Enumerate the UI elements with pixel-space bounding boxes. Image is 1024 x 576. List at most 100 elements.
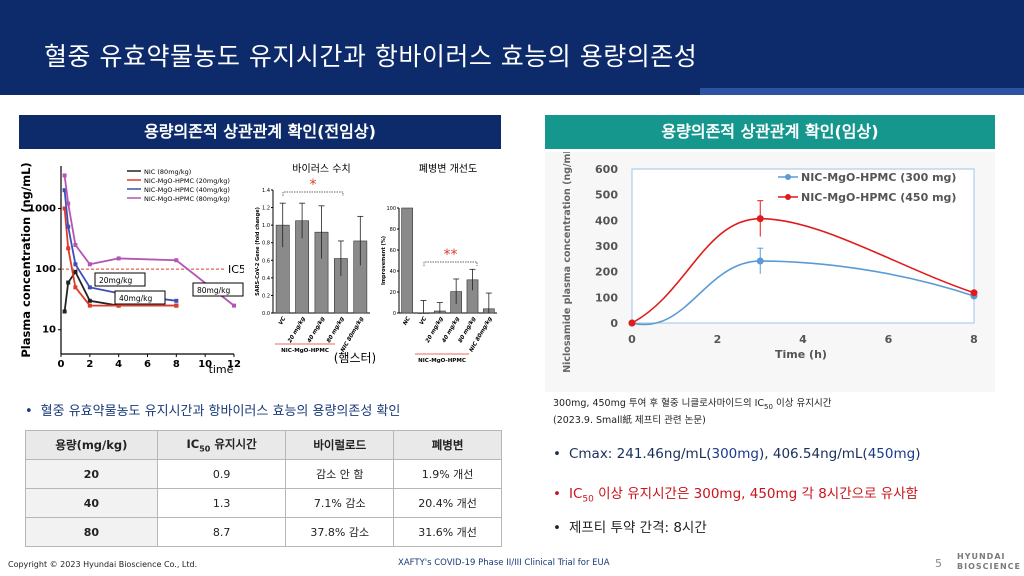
table-cell: 7.1% 감소 xyxy=(285,488,395,518)
table-header-lesion: 폐병변 xyxy=(393,430,502,460)
y-tick-label: 1.2 xyxy=(262,206,270,212)
table-row: 40 1.3 7.1% 감소 20.4% 개선 xyxy=(25,488,502,518)
x-tick-label: 40 mg/kg xyxy=(307,316,327,344)
group-label: NIC-MgO-HPMC xyxy=(418,358,466,364)
x-tick-label: 6 xyxy=(885,333,893,346)
annotation-label: 20mg/kg xyxy=(99,276,132,285)
data-point xyxy=(174,303,179,308)
data-point xyxy=(87,262,92,267)
x-tick-label: VC xyxy=(278,316,287,326)
pk-chart-panel: 0 2 4 6 8 10 12 10 100 1000 Plasma concentration (… xyxy=(19,154,253,380)
clinical-chart: 0 100 200 300 400 500 600 0 2 4 6 8 Time (h) Niclosam… xyxy=(562,143,978,373)
annotation-label: 80mg/kg xyxy=(197,286,230,295)
x-tick-label: 12 xyxy=(227,359,241,370)
footer-title: XAFTY's COVID-19 Phase II/III Clinical T… xyxy=(398,558,610,568)
x-tick-label: 2 xyxy=(86,359,93,370)
y-axis-label: Improvement (%) xyxy=(381,236,387,285)
data-point xyxy=(66,224,71,229)
table-row: 20 0.9 감소 안 함 1.9% 개선 xyxy=(25,459,502,489)
table-cell: 1.3 xyxy=(156,488,287,518)
y-axis-label: SARS-CoV-2 Gene (fold change) xyxy=(255,207,261,296)
x-tick-label: 4 xyxy=(115,359,122,370)
legend-entry: NIC-MgO-HPMC (40mg/kg) xyxy=(144,186,230,194)
left-bullet: • 혈중 유효약물농도 유지시간과 항바이러스 효능의 용량의존성 확인 xyxy=(25,400,400,419)
data-point xyxy=(73,262,78,267)
species-note: (햄스터) xyxy=(334,351,375,365)
y-tick-label: 1.4 xyxy=(262,188,270,194)
data-point xyxy=(174,258,179,263)
bar xyxy=(401,207,414,314)
caption-line-2: (2023.9. Small紙 제프티 관련 논문) xyxy=(553,414,706,426)
table-cell: 20 xyxy=(25,459,158,489)
bullet-dot: • xyxy=(25,404,33,419)
table-cell: 31.6% 개선 xyxy=(393,517,502,547)
table-cell: 8.7 xyxy=(156,517,287,547)
data-point xyxy=(73,269,78,274)
bar xyxy=(417,312,430,314)
viral-load-panel: 바이러스 수치 0.0 0.2 0.4 0.6 0.8 1.0 1.2 1.4 SARS-CoV-… xyxy=(245,158,376,380)
data-point xyxy=(66,280,71,285)
data-point xyxy=(87,298,92,303)
x-tick-label: 6 xyxy=(144,359,151,370)
legend-entry: NIC-MgO-HPMC (450 mg) xyxy=(801,191,956,204)
page-number: 5 xyxy=(935,557,942,570)
series-line xyxy=(63,208,177,307)
legend-entry: NIC (80mg/kg) xyxy=(144,168,191,176)
x-tick-label: 0 xyxy=(58,359,65,370)
data-point xyxy=(87,285,92,290)
table-cell: 1.9% 개선 xyxy=(393,459,502,489)
caption-line-1: 300mg, 450mg 투여 후 혈중 니클로사마이드의 IC50 이상 유지… xyxy=(553,398,832,411)
legend-marker xyxy=(785,174,791,180)
data-point xyxy=(174,298,179,303)
significance-marker: ** xyxy=(444,247,458,263)
data-point xyxy=(62,309,67,314)
y-tick-label: 600 xyxy=(595,163,618,176)
y-tick-label: 0.0 xyxy=(262,311,270,317)
y-tick-label: 0.2 xyxy=(262,293,270,299)
y-axis-label: Plasma concentration (ng/mL) xyxy=(19,162,33,357)
dosing-interval-bullet: • 제프티 투약 간격: 8시간 xyxy=(553,520,707,536)
y-tick-label: 0.6 xyxy=(262,258,270,264)
data-point xyxy=(73,242,78,247)
data-point xyxy=(970,289,978,297)
y-tick-label: 10 xyxy=(42,325,56,336)
x-tick-label: 20 mg/kg xyxy=(287,316,307,344)
y-tick-label: 20 xyxy=(390,290,396,296)
data-point xyxy=(87,303,92,308)
data-point xyxy=(73,285,78,290)
annotation-box xyxy=(94,272,146,287)
table-cell: 감소 안 함 xyxy=(285,459,395,489)
table-cell: 40 xyxy=(25,488,158,518)
data-point xyxy=(62,173,67,178)
x-axis-label: time xyxy=(209,363,234,376)
table-header-row: 용량(mg/kg) IC50 유지시간 바이럴로드 폐병변 xyxy=(25,430,502,460)
significance-bracket xyxy=(423,261,478,266)
x-tick-label: NC xyxy=(402,316,412,326)
y-tick-label: 40 xyxy=(390,269,396,275)
x-tick-label: VC xyxy=(419,316,428,326)
group-label: NIC-MgO-HPMC xyxy=(281,348,329,354)
legend-entry: NIC-MgO-HPMC (300 mg) xyxy=(801,171,956,184)
dose-table: 용량(mg/kg) IC50 유지시간 바이럴로드 폐병변 20 0.9 감소 … xyxy=(25,430,502,547)
annotation-label: 40mg/kg xyxy=(119,294,152,303)
y-tick-label: 100 xyxy=(35,264,56,275)
x-tick-label: 80 mg/kg xyxy=(326,316,346,344)
y-axis-label: Niclosamide plasma concentration (ng/mL) xyxy=(562,152,573,373)
y-tick-label: 300 xyxy=(595,240,618,253)
x-tick-label: 8 xyxy=(970,333,978,346)
chart-title: 폐병변 개선도 xyxy=(419,163,477,175)
y-tick-label: 200 xyxy=(595,266,618,279)
y-tick-label: 100 xyxy=(386,206,396,212)
y-tick-label: 500 xyxy=(595,189,618,202)
x-tick-label: 2 xyxy=(714,333,722,346)
page-title: 혈중 유효약물농도 유지시간과 항바이러스 효능의 용량의존성 xyxy=(44,42,698,71)
data-point xyxy=(62,188,67,193)
y-tick-label: 0.4 xyxy=(262,276,270,282)
legend-entry: NIC-MgO-HPMC (80mg/kg) xyxy=(144,195,230,203)
data-point xyxy=(116,303,121,308)
header-accent-stripe xyxy=(700,88,1024,95)
clinical-chart-panel: 0 100 200 300 400 500 600 0 2 4 6 8 Time (h) Niclosam… xyxy=(545,143,995,392)
annotation-box xyxy=(192,282,244,297)
x-axis-label: Time (h) xyxy=(775,348,827,361)
